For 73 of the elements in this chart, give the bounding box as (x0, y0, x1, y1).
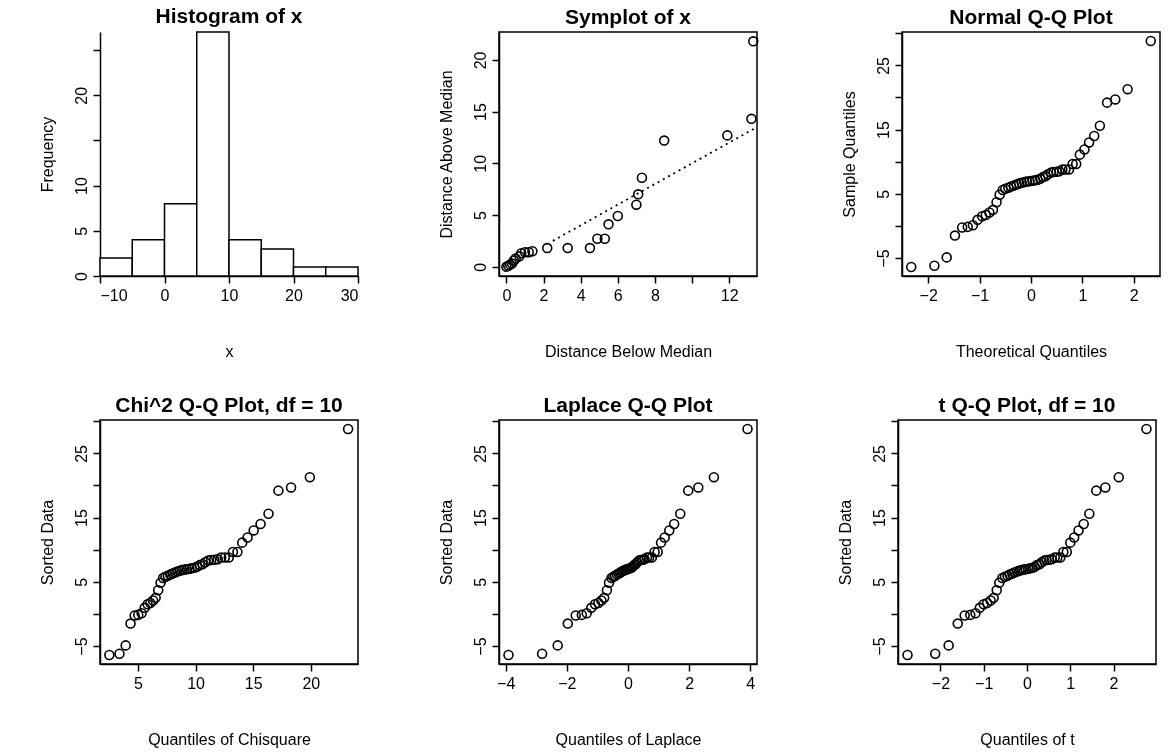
y-tick-label: 0 (471, 262, 489, 272)
y-tick-label: 5 (72, 577, 90, 587)
x-tick-label: −2 (558, 674, 577, 692)
x-tick-label: 8 (650, 286, 660, 304)
x-tick-label: 2 (1109, 674, 1119, 692)
y-tick-label: 5 (874, 189, 892, 199)
x-tick-label: 4 (746, 674, 756, 692)
y-tick-label: 25 (874, 56, 892, 75)
x-tick-label: 2 (1129, 286, 1139, 304)
y-tick-label: 25 (471, 444, 489, 463)
x-axis-title: x (225, 342, 234, 360)
y-tick-label: 5 (72, 226, 90, 236)
y-tick-label: 25 (870, 444, 888, 463)
x-axis-title: Distance Below Median (544, 342, 713, 360)
x-axis-title: Quantiles of Chisquare (148, 730, 311, 748)
x-tick-label: 20 (285, 286, 303, 304)
y-tick-label: 15 (72, 509, 90, 527)
y-tick-label: 5 (471, 210, 489, 220)
chart-title: Symplot of x (564, 5, 692, 28)
chart-title: Chi^2 Q-Q Plot, df = 10 (115, 393, 343, 416)
x-axis-title: Theoretical Quantiles (955, 342, 1108, 360)
y-tick-label: 5 (471, 577, 489, 587)
y-axis-title: Sample Quantiles (840, 91, 858, 218)
y-tick-label: −5 (874, 249, 892, 268)
y-tick-label: 20 (471, 51, 489, 70)
y-axis-title: Sorted Data (437, 499, 455, 586)
y-tick-label: −5 (870, 637, 888, 656)
x-tick-label: −4 (497, 674, 516, 692)
x-tick-label: 0 (624, 674, 634, 692)
y-tick-label: 5 (870, 577, 888, 587)
x-tick-label: 30 (340, 286, 359, 304)
y-axis-title: Frequency (38, 116, 56, 193)
y-tick-label: 10 (471, 154, 489, 173)
y-tick-label: 25 (72, 444, 90, 463)
chart-title: Normal Q-Q Plot (949, 5, 1113, 28)
x-tick-label: 4 (576, 286, 586, 304)
chart-title: Laplace Q-Q Plot (543, 393, 713, 416)
x-tick-label: 5 (134, 674, 144, 692)
y-tick-label: 15 (471, 103, 489, 122)
y-tick-label: 0 (72, 271, 90, 281)
x-tick-label: 2 (539, 286, 549, 304)
x-tick-label: 1 (1078, 286, 1088, 304)
y-tick-label: 15 (874, 121, 892, 139)
x-tick-label: 0 (1023, 674, 1033, 692)
y-tick-label: 15 (471, 509, 489, 527)
x-axis-title: Quantiles of Laplace (555, 730, 702, 748)
x-tick-label: −2 (931, 674, 951, 692)
chart-title: Histogram of x (155, 4, 303, 28)
x-tick-label: −1 (975, 674, 994, 692)
y-tick-label: 20 (72, 86, 90, 105)
x-tick-label: −1 (970, 286, 990, 304)
x-tick-label: 0 (502, 286, 512, 304)
x-tick-label: 2 (685, 674, 695, 692)
y-tick-label: −5 (72, 637, 90, 656)
x-tick-label: 10 (220, 286, 239, 304)
x-tick-label: 10 (187, 674, 206, 692)
x-tick-label: −2 (919, 286, 938, 304)
y-axis-title: Sorted Data (38, 499, 56, 586)
x-tick-label: 15 (244, 674, 263, 692)
x-tick-label: 6 (613, 286, 623, 304)
y-tick-label: 10 (72, 177, 90, 196)
x-tick-label: 20 (302, 674, 321, 692)
x-tick-label: −10 (100, 286, 128, 304)
x-tick-label: 0 (160, 286, 170, 304)
x-axis-title: Quantiles of t (980, 730, 1076, 748)
chart-title: t Q-Q Plot, df = 10 (938, 393, 1116, 416)
y-axis-title: Sorted Data (836, 499, 854, 586)
y-axis-title: Distance Above Median (437, 70, 455, 239)
y-tick-label: 15 (870, 509, 888, 527)
x-tick-label: 1 (1066, 674, 1076, 692)
y-tick-label: −5 (471, 637, 489, 656)
x-tick-label: 12 (720, 286, 739, 304)
x-tick-label: 0 (1027, 286, 1037, 304)
